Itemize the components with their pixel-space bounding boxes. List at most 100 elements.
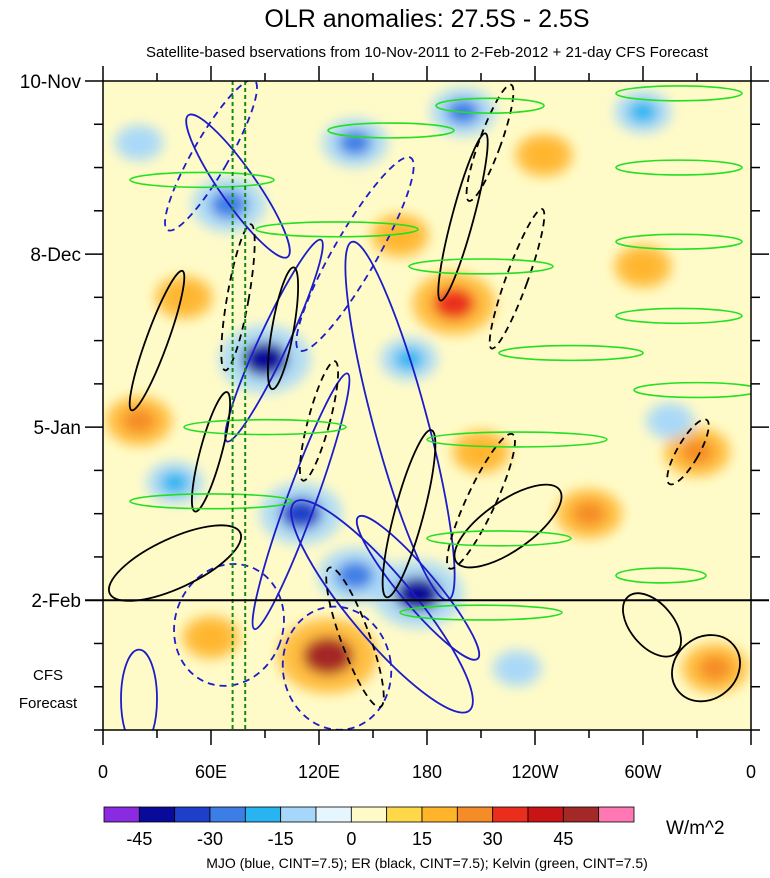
colorbar: -45 -30 -15 0 15 30 45	[103, 806, 635, 849]
anomaly-blob	[529, 144, 559, 166]
kelvin-contour	[633, 381, 751, 399]
anomaly-blob	[657, 411, 683, 431]
kelvin-contours	[129, 85, 751, 621]
kelvin-contour	[327, 122, 455, 139]
anomaly-blob	[680, 439, 714, 465]
chart-title: OLR anomalies: 27.5S - 2.5S	[264, 5, 589, 33]
colorbar-swatch	[244, 806, 282, 823]
mjo-contour	[224, 238, 324, 443]
anomaly-blob	[433, 287, 475, 320]
colorbar-tick-label: -45	[126, 829, 152, 849]
kelvin-contour	[426, 530, 572, 547]
y-axis: 10-Nov 8-Dec 5-Jan 2-Feb	[20, 72, 769, 731]
x-tick-label: 60E	[195, 762, 227, 782]
colorbar-swatch	[350, 806, 388, 823]
er-contour	[220, 223, 256, 372]
anomaly-blob	[628, 101, 658, 123]
er-contour	[437, 132, 489, 302]
x-tick-label: 0	[746, 762, 756, 782]
mjo-contour	[290, 499, 474, 714]
colorbar-tick-label: 15	[412, 829, 432, 849]
anomaly-blob	[698, 655, 732, 681]
anomaly-blob	[394, 348, 424, 370]
colorbar-swatch	[280, 806, 317, 823]
colorbar-swatch	[209, 806, 246, 823]
er-contour	[446, 432, 516, 570]
colorbar-tick-label: -15	[268, 829, 294, 849]
colorbar-tick-label: 0	[346, 829, 356, 849]
kelvin-contour	[615, 307, 743, 325]
kelvin-contour	[498, 344, 644, 362]
colorbar-swatch	[598, 806, 635, 823]
anomaly-blob	[196, 626, 226, 649]
y-tick-label: 2-Feb	[31, 591, 81, 612]
er-contour	[488, 208, 546, 350]
x-tick-label: 180	[412, 762, 442, 782]
kelvin-contour	[426, 431, 608, 448]
er-contours	[108, 83, 741, 709]
kelvin-contour	[615, 233, 743, 250]
kelvin-contour	[183, 418, 347, 436]
er-contour	[108, 524, 242, 602]
er-contour	[453, 483, 563, 569]
kelvin-contour	[129, 493, 293, 510]
x-tick-label: 120W	[511, 762, 558, 782]
anomaly-blob	[336, 561, 374, 590]
colorbar-swatch	[103, 806, 140, 823]
reference-lines	[231, 81, 247, 730]
anomaly-blob	[628, 255, 658, 278]
er-contour	[191, 391, 231, 513]
colorbar-swatch	[138, 806, 176, 823]
y-tick-label: 10-Nov	[20, 72, 82, 93]
anomaly-blob	[126, 133, 152, 153]
colorbar-tick-label: 30	[483, 829, 503, 849]
colorbar-tick-label: 45	[553, 829, 573, 849]
colorbar-swatch	[174, 806, 211, 823]
mjo-contour	[120, 648, 158, 730]
er-contour	[666, 418, 710, 486]
er-contour	[299, 360, 339, 482]
anomaly-blob	[338, 130, 372, 156]
mjo-contour	[185, 113, 291, 259]
kelvin-contour	[255, 221, 419, 238]
kelvin-contour	[615, 567, 707, 584]
er-contour	[381, 429, 437, 599]
anomaly-blob	[122, 408, 156, 434]
kelvin-contour	[408, 258, 554, 275]
anomaly-blob	[303, 637, 353, 675]
colorbar-swatch	[315, 806, 352, 823]
er-contour	[622, 592, 682, 658]
er-contour	[266, 266, 300, 391]
mjo-contour	[281, 605, 393, 730]
colorbar-units: W/m^2	[666, 818, 725, 839]
y-tick-label: 5-Jan	[33, 418, 81, 439]
colorbar-swatch	[386, 806, 423, 823]
colorbar-swatch	[456, 806, 494, 823]
y-tick-label: 8-Dec	[30, 245, 81, 266]
anomaly-blob	[280, 498, 322, 530]
mjo-contour	[251, 372, 351, 631]
kelvin-contour	[615, 85, 743, 102]
colorbar-swatch	[527, 806, 564, 823]
colorbar-swatch	[562, 806, 600, 823]
kelvin-contour	[129, 171, 275, 189]
x-tick-label: 120E	[298, 762, 340, 782]
anomaly-blob	[169, 286, 199, 309]
er-contour	[465, 83, 515, 202]
mjo-contour	[295, 156, 415, 352]
colorbar-tick-label: -30	[197, 829, 223, 849]
er-contour	[128, 269, 186, 412]
x-tick-label: 0	[98, 762, 108, 782]
er-contour	[325, 566, 385, 709]
anomaly-blob	[466, 441, 496, 463]
anomaly-blob	[504, 658, 530, 678]
chart-subtitle: Satellite-based bservations from 10-Nov-…	[146, 44, 709, 61]
plot-area	[103, 81, 751, 730]
anomaly-blob	[572, 501, 606, 527]
kelvin-contour	[615, 159, 743, 176]
forecast-label-line2: Forecast	[19, 695, 78, 712]
kelvin-contour	[435, 97, 545, 114]
mjo-contours	[120, 81, 481, 730]
colorbar-swatch	[421, 806, 458, 823]
